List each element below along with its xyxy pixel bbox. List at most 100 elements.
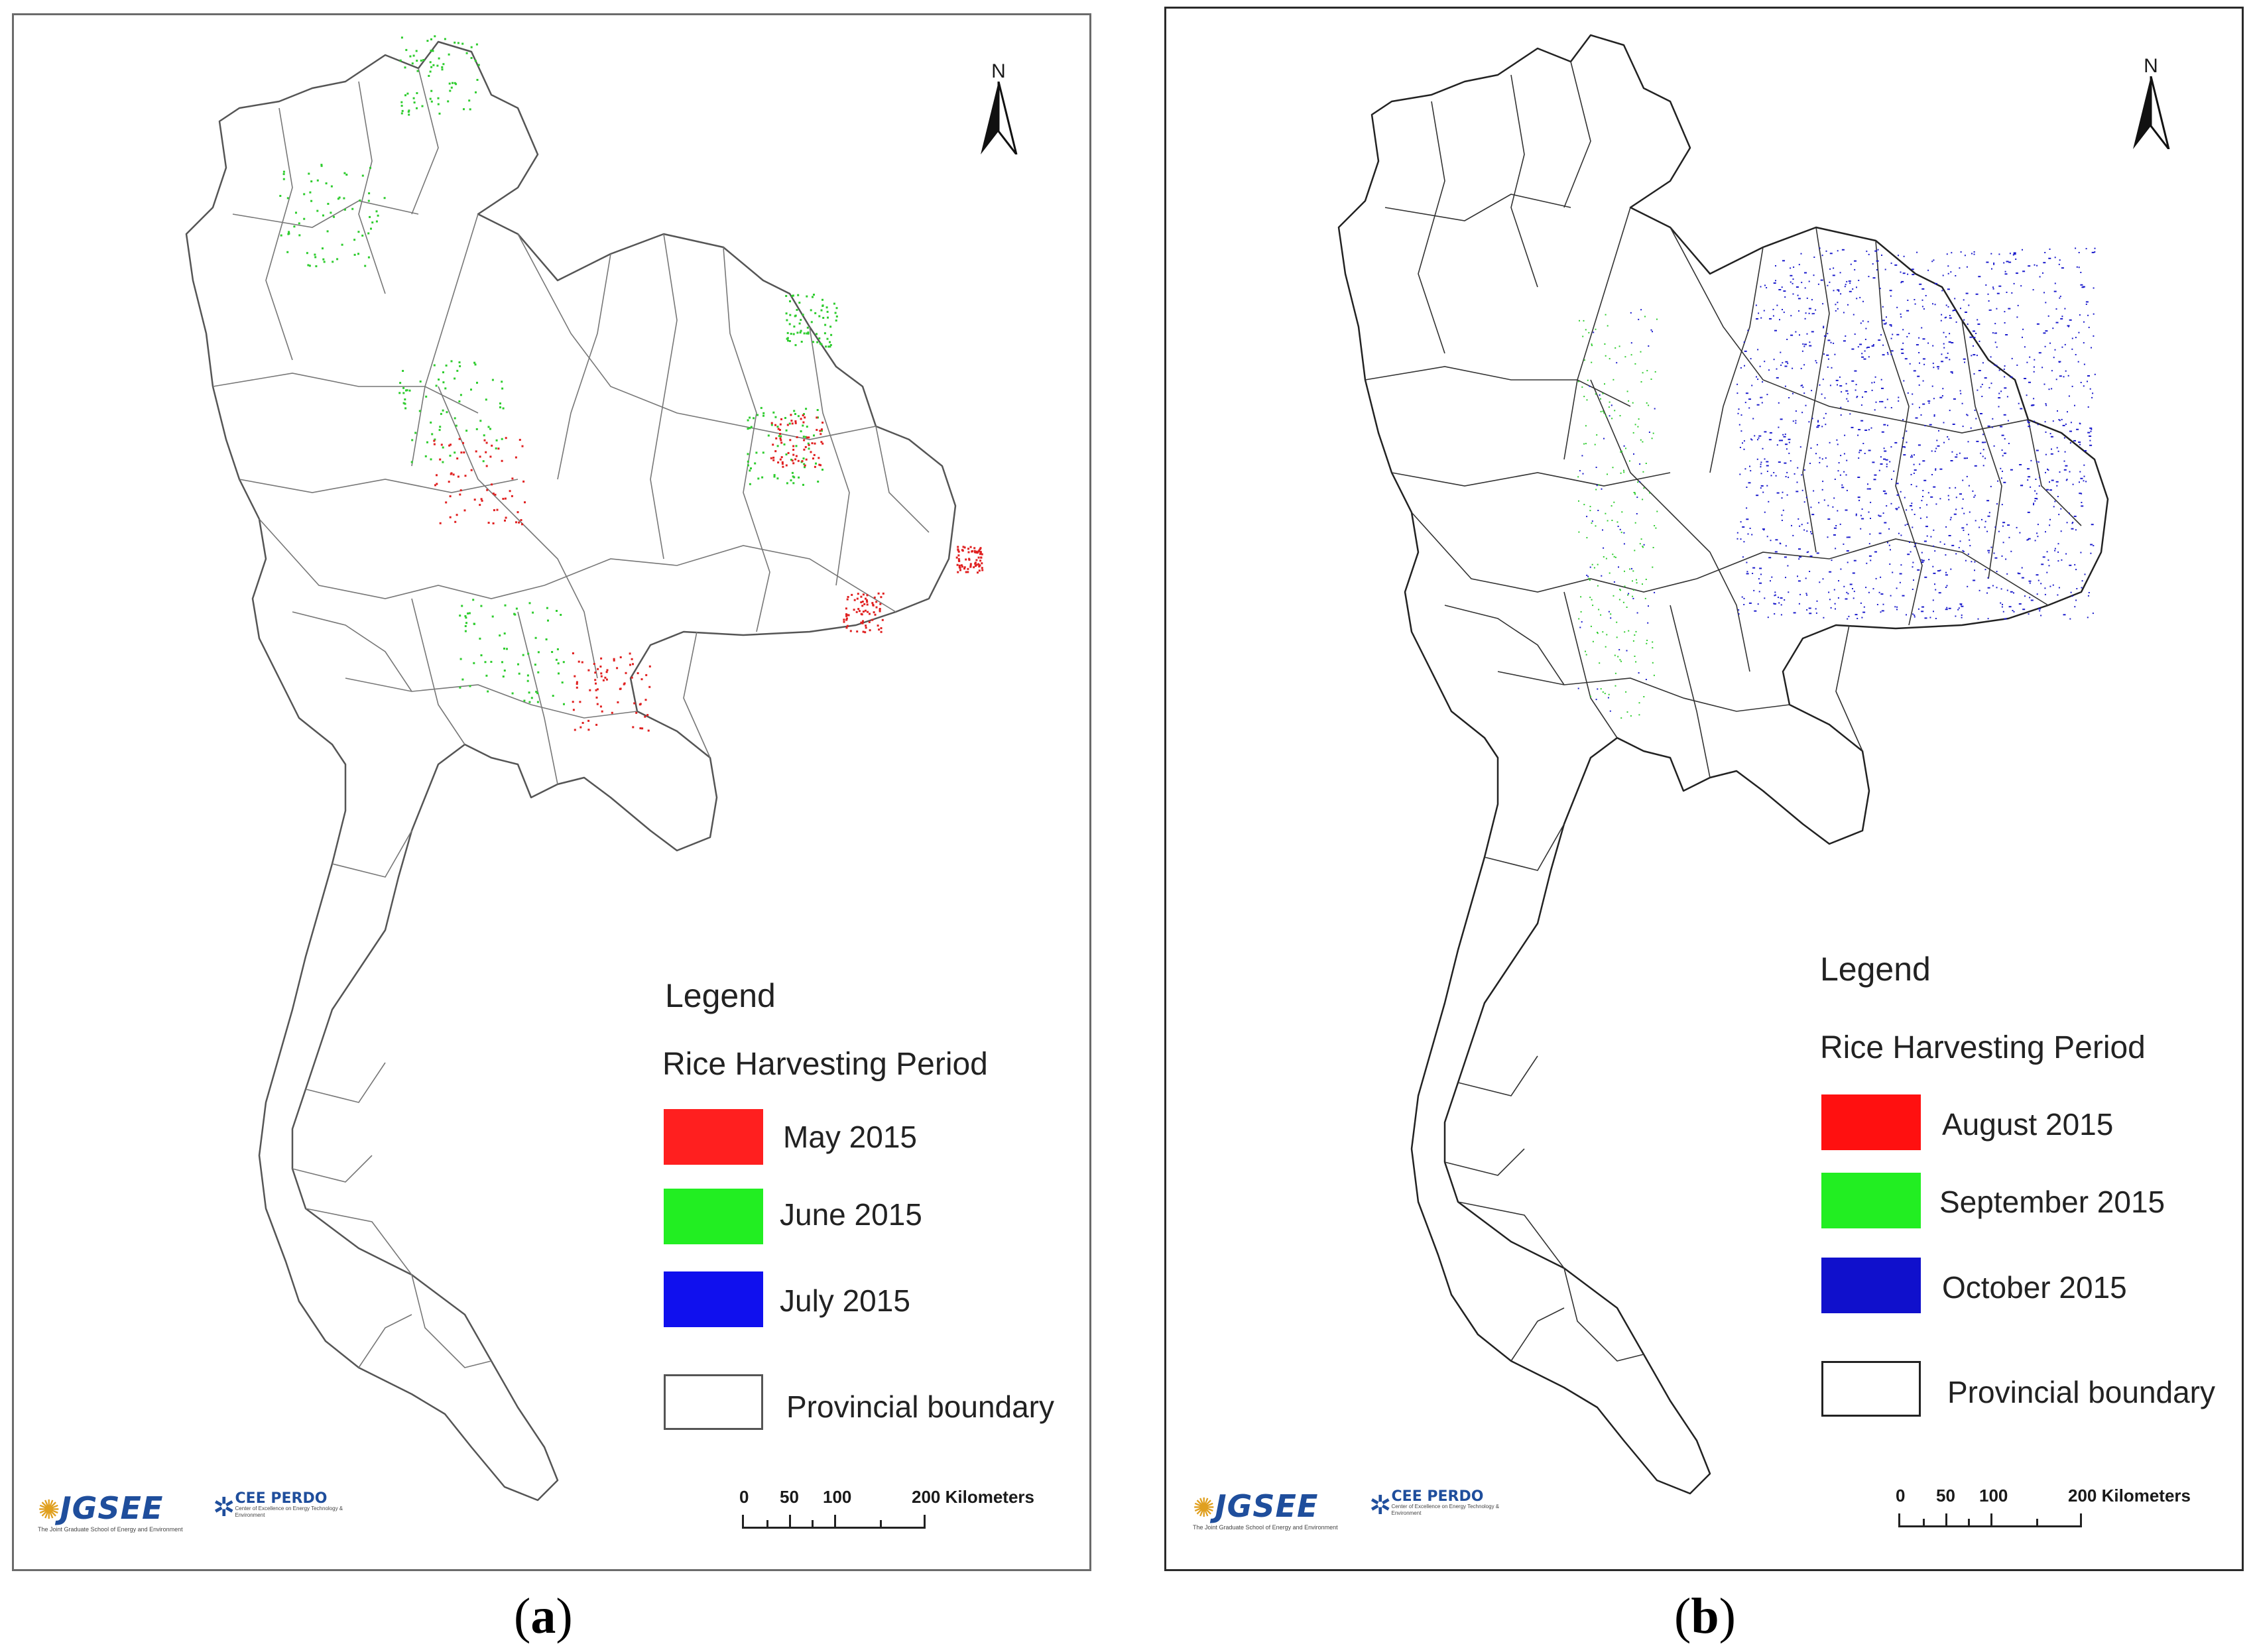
harvest-pixel xyxy=(1784,296,1786,298)
harvest-pixel xyxy=(1925,295,1927,296)
harvest-pixel xyxy=(2002,611,2004,613)
harvest-pixel xyxy=(962,546,965,548)
harvest-pixel xyxy=(1656,318,1658,320)
harvest-pixel xyxy=(1826,354,1829,356)
harvest-pixel xyxy=(873,596,876,599)
harvest-pixel xyxy=(863,603,866,605)
harvest-pixel xyxy=(860,601,863,603)
harvest-pixel xyxy=(485,451,487,453)
harvest-pixel xyxy=(526,674,529,677)
harvest-pixel xyxy=(495,447,497,449)
harvest-pixel xyxy=(754,462,757,465)
harvest-pixel xyxy=(803,448,806,451)
harvest-pixel xyxy=(1815,608,1817,610)
harvest-pixel xyxy=(795,445,798,447)
harvest-pixel xyxy=(1928,402,1930,404)
harvest-pixel xyxy=(1925,526,1928,528)
harvest-pixel xyxy=(2030,486,2032,488)
harvest-pixel xyxy=(1799,593,1801,595)
harvest-pixel xyxy=(1924,576,1927,578)
harvest-pixel xyxy=(1819,247,1821,249)
harvest-pixel xyxy=(1944,317,1946,319)
harvest-pixel xyxy=(1628,630,1630,632)
harvest-pixel xyxy=(1837,250,1839,252)
harvest-pixel xyxy=(288,231,290,233)
harvest-pixel xyxy=(2003,481,2006,483)
harvest-pixel xyxy=(792,462,795,465)
harvest-pixel xyxy=(767,434,770,437)
harvest-pixel xyxy=(1654,371,1656,373)
harvest-pixel xyxy=(576,681,578,683)
harvest-pixel xyxy=(1837,302,1839,304)
harvest-pixel xyxy=(1941,314,1943,316)
harvest-pixel xyxy=(1623,471,1625,473)
scale-tick-100: 100 xyxy=(1979,1486,2008,1505)
harvest-pixel xyxy=(2018,573,2021,575)
north-arrow: N xyxy=(975,62,1022,158)
harvest-pixel xyxy=(2004,376,2006,378)
harvest-pixel xyxy=(1881,431,1884,433)
harvest-pixel xyxy=(522,654,524,656)
harvest-pixel xyxy=(805,458,808,461)
harvest-pixel xyxy=(1918,337,1920,339)
harvest-pixel xyxy=(1819,384,1821,386)
harvest-pixel xyxy=(747,460,749,463)
harvest-pixel xyxy=(1915,543,1917,544)
harvest-pixel xyxy=(799,331,802,334)
harvest-pixel xyxy=(2010,376,2013,378)
harvest-pixel xyxy=(813,434,815,437)
harvest-pixel xyxy=(1784,462,1787,464)
harvest-pixel xyxy=(578,660,580,663)
harvest-pixel xyxy=(587,729,590,731)
harvest-pixel xyxy=(2074,563,2076,565)
harvest-pixel xyxy=(2044,345,2046,347)
harvest-pixel xyxy=(1585,443,1587,445)
harvest-pixel xyxy=(1816,600,1818,602)
harvest-pixel xyxy=(502,676,505,678)
harvest-pixel xyxy=(1850,263,1852,265)
harvest-pixel xyxy=(1630,312,1632,314)
harvest-pixel xyxy=(597,668,599,670)
harvest-pixel xyxy=(468,612,471,615)
harvest-pixel xyxy=(2077,361,2079,363)
harvest-pixel xyxy=(979,551,982,553)
harvest-pixel xyxy=(595,689,597,691)
harvest-pixel xyxy=(1806,333,1808,335)
harvest-pixel xyxy=(1888,528,1890,530)
harvest-pixel xyxy=(1935,589,1937,591)
harvest-pixel xyxy=(1902,272,1906,274)
province-boundary xyxy=(517,233,877,440)
harvest-pixel xyxy=(1933,529,1935,531)
harvest-pixel xyxy=(1642,583,1643,585)
harvest-pixel xyxy=(619,656,622,658)
legend-label-boundary: Provincial boundary xyxy=(786,1389,1055,1424)
harvest-pixel xyxy=(2054,349,2056,351)
harvest-pixel xyxy=(1601,575,1603,577)
harvest-pixel xyxy=(587,719,590,722)
harvest-pixel xyxy=(790,333,792,335)
harvest-pixel xyxy=(1844,434,1846,436)
harvest-pixel xyxy=(1969,336,1973,338)
harvest-pixel xyxy=(641,727,644,730)
harvest-pixel xyxy=(1917,569,1920,571)
harvest-pixel xyxy=(1744,350,1747,352)
harvest-pixel xyxy=(1832,506,1834,508)
harvest-pixel xyxy=(2069,430,2072,432)
harvest-pixel xyxy=(1864,453,1866,454)
harvest-pixel xyxy=(546,607,548,609)
harvest-pixel xyxy=(369,215,371,218)
harvest-pixel xyxy=(1790,267,1792,269)
harvest-pixel xyxy=(1858,499,1860,501)
harvest-pixel xyxy=(1890,407,1892,408)
harvest-pixel xyxy=(1742,526,1745,528)
harvest-pixel xyxy=(1762,491,1764,493)
harvest-pixel xyxy=(1767,617,1769,619)
harvest-pixel xyxy=(1743,448,1745,450)
harvest-pixel xyxy=(811,442,814,445)
harvest-pixel xyxy=(2092,392,2094,394)
harvest-pixel xyxy=(1600,614,1602,616)
harvest-pixel xyxy=(2007,524,2010,526)
harvest-pixel xyxy=(2054,550,2056,552)
harvest-pixel xyxy=(1833,527,1837,529)
harvest-pixel xyxy=(974,561,977,564)
